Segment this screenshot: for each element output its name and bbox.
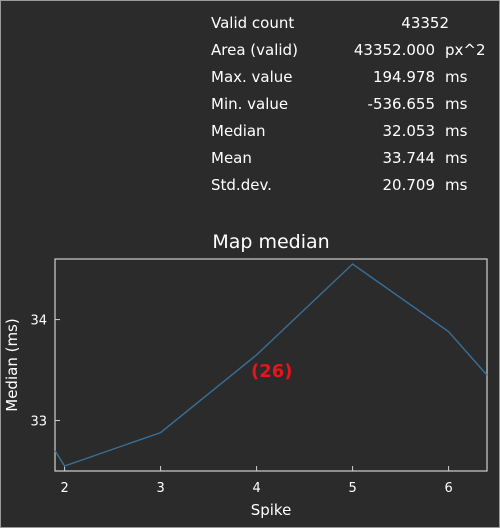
stat-row-std-dev: Std.dev. 20.709 ms — [1, 176, 500, 198]
stat-label: Mean — [211, 149, 252, 167]
stat-label: Median — [211, 122, 266, 140]
roi-number-badge: (26) — [251, 361, 293, 382]
x-tick-label: 4 — [252, 481, 260, 496]
stat-row-median: Median 32.053 ms — [1, 122, 500, 144]
stat-value: 20.709 — [382, 176, 436, 194]
x-axis-label: Spike — [251, 501, 292, 519]
x-tick-label: 5 — [348, 481, 356, 496]
statistics-table: Valid count 43352 Area (valid) 43352.000… — [1, 1, 500, 211]
stat-value: 32.053 — [382, 122, 436, 140]
stat-value: 43352 — [401, 14, 449, 32]
stat-row-valid-count: Valid count 43352 — [1, 14, 500, 36]
y-axis-ticks: 33 34 — [30, 314, 60, 430]
y-tick-label: 34 — [30, 314, 47, 329]
y-axis-label: Median (ms) — [3, 318, 21, 411]
stat-label: Std.dev. — [211, 176, 272, 194]
stat-label: Min. value — [211, 95, 289, 113]
stat-unit: ms — [445, 68, 468, 86]
x-axis-ticks: 2 3 4 5 6 — [60, 466, 453, 496]
stat-row-mean: Mean 33.744 ms — [1, 149, 500, 171]
chart-title: Map median — [212, 231, 330, 253]
stat-value: 33.744 — [382, 149, 436, 167]
x-tick-label: 2 — [60, 481, 68, 496]
stat-unit: ms — [445, 95, 468, 113]
plot-area-frame — [54, 258, 488, 472]
stat-value: -536.655 — [367, 95, 435, 113]
stat-value: 194.978 — [372, 68, 435, 86]
stat-unit: ms — [445, 149, 468, 167]
x-tick-label: 3 — [156, 481, 164, 496]
stat-unit: px^2 — [445, 41, 486, 59]
stat-label: Valid count — [211, 14, 295, 32]
series-line-median — [54, 263, 488, 467]
x-tick-label: 6 — [444, 481, 452, 496]
stat-row-area-valid: Area (valid) 43352.000 px^2 — [1, 41, 500, 63]
stat-unit: ms — [445, 176, 468, 194]
stat-label: Max. value — [211, 68, 293, 86]
y-tick-label: 33 — [30, 415, 47, 430]
stat-label: Area (valid) — [211, 41, 298, 59]
stat-row-max-value: Max. value 194.978 ms — [1, 68, 500, 90]
stat-unit: ms — [445, 122, 468, 140]
stat-row-min-value: Min. value -536.655 ms — [1, 95, 500, 117]
stat-value: 43352.000 — [353, 41, 435, 59]
